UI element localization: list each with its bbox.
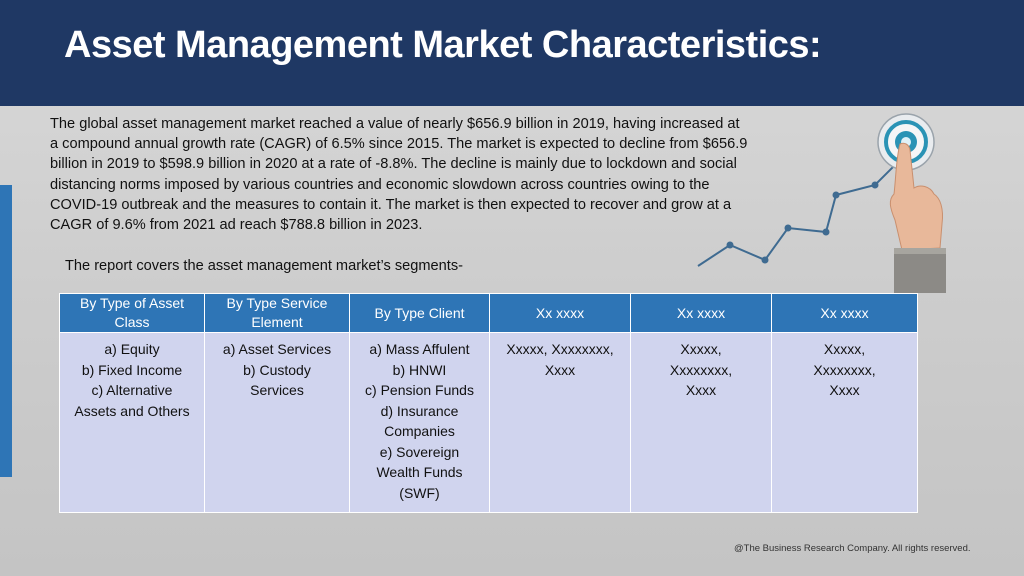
cell-line: Xxxxxxxx, [813,361,876,378]
cell-line: Xxxxx, [823,341,866,357]
cell-line: c) Pension Funds [365,382,474,398]
cell-line: b) Fixed Income [81,361,183,378]
column-header: Xx xxxx [489,293,631,333]
growth-line [697,159,901,267]
cell-line: Xxxx [685,382,717,398]
segments-note: The report covers the asset management m… [65,258,463,274]
cell-line: b) Custody [243,361,311,378]
table-cell: Xxxxx, Xxxxxxxx, Xxxx [630,332,772,513]
table-cell: Xxxxx, Xxxxxxxx, Xxxx [489,332,631,513]
table-header-row: By Type of Asset Class By Type Service E… [59,293,918,333]
cell-line: Xxxxxxxx, [669,361,733,378]
target-icon [877,113,935,171]
table-cell: a) Mass Affulent b) HNWI c) Pension Fund… [349,332,490,513]
column-header: By Type Service Element [204,293,350,333]
cell-line: a) Equity [104,341,160,357]
cell-line: a) Mass Affulent [369,341,470,357]
cell-line: Xxxxx, [680,341,722,357]
cell-line: Wealth Funds [376,464,463,480]
cell-line: Xxxx [544,361,576,378]
cell-line: Companies [384,423,455,439]
cell-line: Services [250,382,304,398]
column-header: Xx xxxx [630,293,772,333]
table-cell: a) Asset Services b) Custody Services [204,332,350,513]
hand-icon [889,142,946,293]
segments-table: By Type of Asset Class By Type Service E… [59,293,918,513]
table-cell: Xxxxx, Xxxxxxxx, Xxxx [771,332,918,513]
cell-line: c) Alternative [91,382,173,398]
column-header: By Type of Asset Class [59,293,205,333]
market-summary-paragraph: The global asset management market reach… [50,116,748,234]
cell-line: (SWF) [399,484,440,501]
left-accent-bar [0,185,12,477]
cell-line: Assets and Others [74,402,190,419]
column-header: Xx xxxx [771,293,918,333]
cell-line: Xxxx [829,382,860,398]
copyright-footer: @The Business Research Company. All righ… [734,543,971,554]
cell-line: a) Asset Services [222,341,332,357]
cell-line: Xxxxx, Xxxxxxxx, [506,341,614,357]
cell-line: d) Insurance [380,402,459,419]
header-bar: Asset Management Market Characteristics: [0,0,1024,106]
column-header: By Type Client [349,293,490,333]
table-cell: a) Equity b) Fixed Income c) Alternative… [59,332,205,513]
page-title: Asset Management Market Characteristics: [64,24,822,66]
table-row: a) Equity b) Fixed Income c) Alternative… [59,332,918,513]
target-growth-chart-icon [697,113,946,293]
cell-line: e) Sovereign [379,443,460,460]
cell-line: b) HNWI [392,361,447,378]
